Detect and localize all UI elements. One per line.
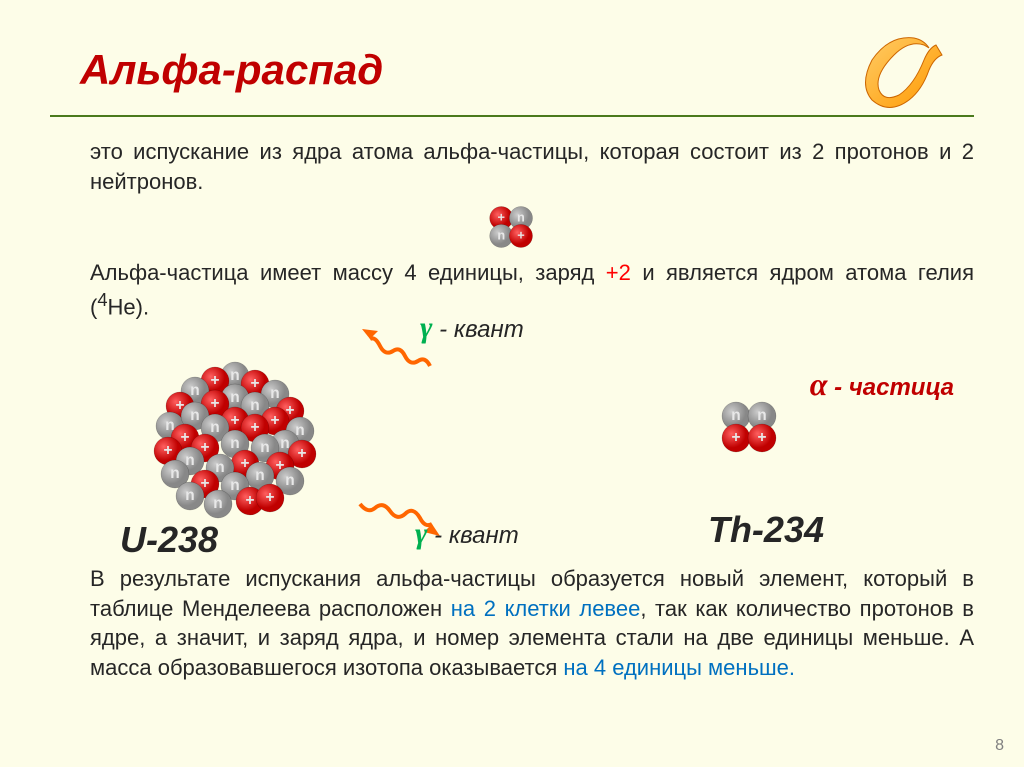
gamma-label-top: γ - квант (420, 311, 524, 345)
svg-text:n: n (215, 459, 224, 476)
svg-text:+: + (211, 395, 220, 412)
alpha-text: - частица (827, 374, 954, 401)
alpha-cluster-small-icon: + nn + (482, 202, 542, 252)
svg-text:+: + (181, 429, 190, 446)
title-row: Альфа-распад (50, 30, 974, 110)
svg-text:n: n (270, 385, 279, 402)
svg-text:n: n (250, 397, 259, 414)
p2-text-a: Альфа-частица имеет массу 4 единицы, зар… (90, 260, 606, 285)
svg-text:n: n (757, 407, 766, 424)
paragraph-3: В результате испускания альфа-частицы об… (50, 564, 974, 683)
svg-text:+: + (251, 419, 260, 436)
svg-text:n: n (230, 389, 239, 406)
gamma-label-bottom: γ - квант (415, 517, 519, 551)
paragraph-1: это испускание из ядра атома альфа-части… (50, 137, 974, 196)
svg-text:n: n (230, 367, 239, 384)
svg-text:n: n (190, 407, 199, 424)
diagram-area: γ - квант n++nn+n+n+nn+n+n++n+n+n+n+n+nn… (50, 326, 974, 546)
th234-label: Th-234 (708, 509, 824, 551)
svg-text:+: + (298, 445, 307, 462)
svg-text:n: n (230, 435, 239, 452)
nucleus-icon: n++nn+n+n+nn+n+n++n+n+n+n+n+nn+nnn+n+ (140, 356, 330, 526)
svg-text:n: n (517, 210, 525, 225)
alpha-logo-icon (854, 30, 954, 110)
slide: Альфа-распад это испускание из ядра атом… (0, 0, 1024, 767)
svg-text:+: + (266, 489, 275, 506)
svg-text:n: n (230, 477, 239, 494)
gamma-text-bottom: - квант (427, 522, 518, 549)
svg-text:+: + (211, 372, 220, 389)
svg-text:+: + (732, 429, 741, 446)
svg-text:+: + (164, 442, 173, 459)
alpha-particle-label: α - частица (810, 366, 954, 403)
svg-text:+: + (251, 375, 260, 392)
gamma-symbol-top: γ (420, 311, 432, 344)
p3-highlight-1: на 2 клетки левее (451, 596, 641, 621)
svg-text:n: n (731, 407, 740, 424)
svg-text:+: + (246, 492, 255, 509)
svg-text:+: + (498, 210, 505, 225)
p3-highlight-2: на 4 единицы меньше. (563, 655, 795, 680)
u238-label: U-238 (120, 519, 218, 561)
alpha-particle-icon: nn + + (714, 396, 784, 456)
svg-text:n: n (260, 439, 269, 456)
alpha-symbol: α (810, 366, 828, 402)
p2-text-c: He). (108, 294, 150, 319)
svg-text:n: n (185, 487, 194, 504)
svg-text:+: + (758, 429, 767, 446)
divider (50, 115, 974, 117)
gamma-text-top: - квант (432, 316, 523, 343)
svg-text:n: n (213, 495, 222, 512)
svg-text:n: n (280, 435, 289, 452)
svg-text:n: n (255, 467, 264, 484)
svg-text:n: n (497, 228, 505, 243)
slide-title: Альфа-распад (50, 46, 383, 94)
svg-text:+: + (231, 412, 240, 429)
p2-he-sup: 4 (97, 289, 107, 310)
svg-text:+: + (517, 228, 524, 243)
svg-text:n: n (285, 472, 294, 489)
gamma-symbol-bottom: γ (415, 517, 427, 550)
svg-text:n: n (210, 419, 219, 436)
svg-text:+: + (271, 412, 280, 429)
page-number: 8 (995, 737, 1004, 755)
p2-charge: +2 (606, 260, 631, 285)
svg-text:n: n (170, 465, 179, 482)
svg-text:n: n (190, 382, 199, 399)
